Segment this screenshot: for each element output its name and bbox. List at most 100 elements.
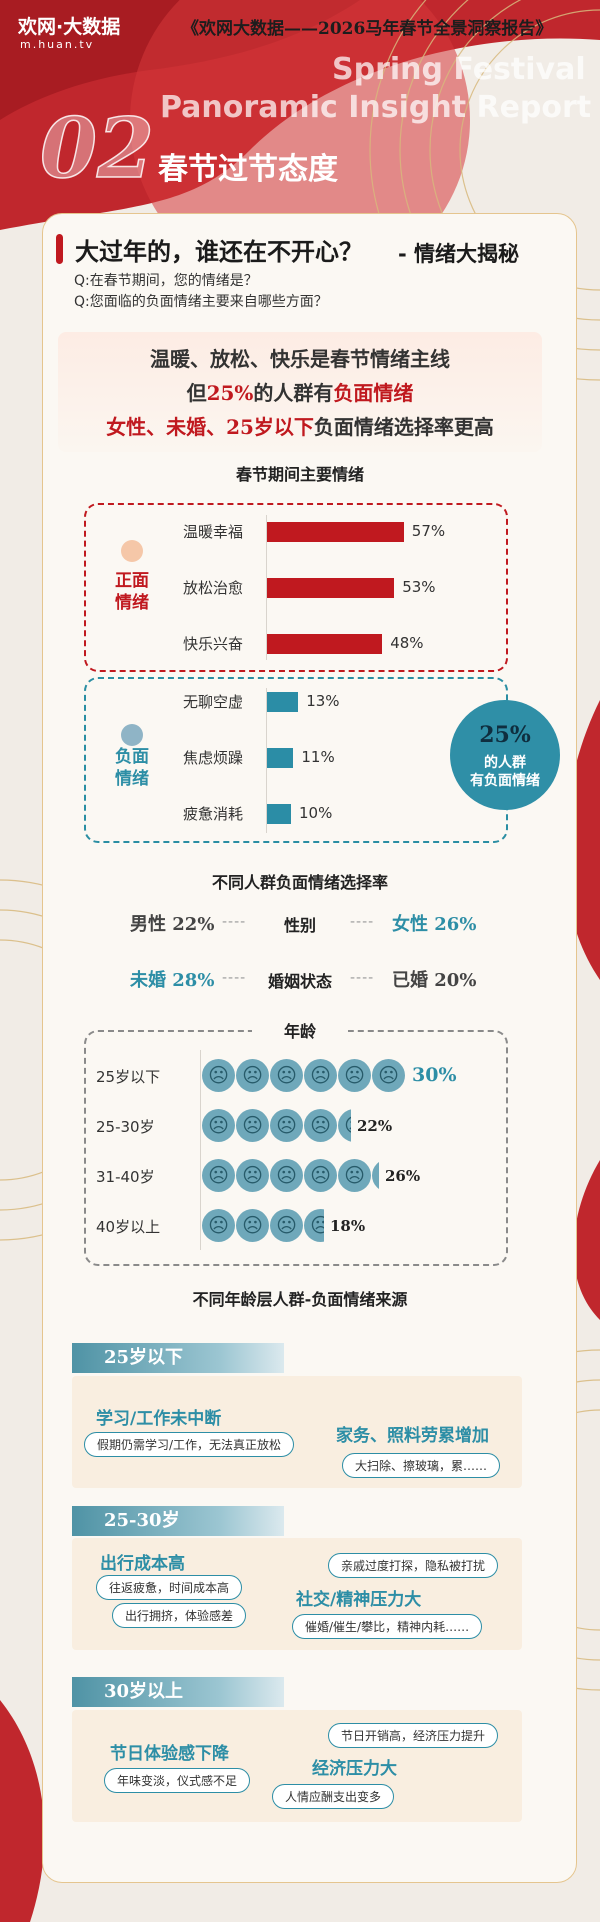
summary-line-2a: 但 xyxy=(186,381,207,405)
emotion-label: 快乐兴奋 xyxy=(183,635,244,653)
sad-face-icon: ☹ xyxy=(338,1059,371,1092)
emotion-bar xyxy=(267,634,383,654)
dash-left-gender: ---- xyxy=(222,914,247,930)
report-title: 《欢网大数据——2026马年春节全景洞察报告》 xyxy=(182,19,553,39)
sad-face-icon: ☹ xyxy=(338,1159,371,1192)
negative-share-bubble: 25% 的人群 有负面情绪 xyxy=(450,700,560,810)
source-25-30-heading-1: 出行成本高 xyxy=(100,1554,185,1574)
source-25-30-pill-3: 亲戚过度打探，隐私被打扰 xyxy=(328,1553,499,1578)
emotion-value: 53% xyxy=(402,578,436,596)
age-label: 年龄 xyxy=(252,1018,348,1042)
marital-label: 婚姻状态 xyxy=(267,972,332,991)
bubble-line-1: 的人群 xyxy=(484,755,526,771)
source-25-30-pill-1: 往返疲惫，时间成本高 xyxy=(96,1575,243,1600)
gender-label: 性别 xyxy=(283,916,316,935)
source-over30-pill-1: 年味变淡，仪式感不足 xyxy=(104,1768,251,1793)
negative-label-1: 负面 xyxy=(115,747,149,767)
ghost-title-line2: Panoramic Insight Report xyxy=(160,90,592,125)
sad-face-icon: ☹ xyxy=(202,1209,235,1242)
summary-line-2c: 的人群有 xyxy=(253,381,334,405)
sad-face-icon: ☹ xyxy=(270,1159,303,1192)
sad-face-icon: ☹ xyxy=(270,1059,303,1092)
sad-face-icon: ☹ xyxy=(236,1059,269,1092)
male-rate: 男性 22% xyxy=(130,914,215,935)
emotion-value: 48% xyxy=(390,634,424,652)
card-heading-suffix: - 情绪大揭秘 xyxy=(398,242,520,266)
sad-face-icon: ☹ xyxy=(372,1059,405,1092)
dash-right-gender: ---- xyxy=(350,914,375,930)
sad-face-icon: ☹ xyxy=(236,1159,269,1192)
dash-right-marital: ---- xyxy=(350,970,375,986)
sad-face-icon: ☹ xyxy=(304,1159,337,1192)
sad-face-icon: ☹ xyxy=(236,1109,269,1142)
dash-left-marital: ---- xyxy=(222,970,247,986)
age-row-value: 22% xyxy=(357,1117,393,1135)
source-under25-pill-2: 大扫除、擦玻璃，累…… xyxy=(342,1453,501,1478)
summary-line-3a: 女性、未婚、25岁以下 xyxy=(106,415,314,439)
age-row-value: 30% xyxy=(412,1064,457,1086)
summary-line-2d: 负面情绪 xyxy=(333,381,414,405)
source-over30-pill-3: 人情应酬支出变多 xyxy=(272,1784,395,1809)
emotion-bar xyxy=(267,692,299,712)
source-25-30-heading-2: 社交/精神压力大 xyxy=(296,1590,422,1610)
source-tag-under25: 25岁以下 xyxy=(72,1343,284,1373)
emotion-bar xyxy=(267,804,291,824)
brand-logo: 欢网·大数据 xyxy=(18,16,121,38)
source-under25-pill-1: 假期仍需学习/工作，无法真正放松 xyxy=(84,1432,295,1457)
section-number: 02 xyxy=(39,101,155,197)
emotion-bar xyxy=(267,522,404,542)
summary-line-3b: 负面情绪选择率更高 xyxy=(313,415,494,439)
positive-label-2: 情绪 xyxy=(115,593,149,613)
negative-axis-line xyxy=(266,688,267,833)
source-25-30-pill-4: 催婚/催生/攀比，精神内耗…… xyxy=(292,1614,483,1639)
ghost-title-line1: Spring Festival xyxy=(332,52,586,87)
negative-label-2: 情绪 xyxy=(115,769,149,789)
groups-title: 不同人群负面情绪选择率 xyxy=(211,873,388,892)
sad-face-icon: ☹ xyxy=(304,1109,337,1142)
sad-face-icon: ☹ xyxy=(236,1209,269,1242)
sad-face-icon: ☹ xyxy=(372,1159,379,1192)
source-25-30-pill-2: 出行拥挤，体验感差 xyxy=(112,1603,247,1628)
emotion-bar xyxy=(267,748,294,768)
source-tag-over30: 30岁以上 xyxy=(72,1677,284,1707)
emotion-label: 温暖幸福 xyxy=(183,523,244,541)
heading-accent-bar xyxy=(56,234,63,264)
summary-line-3: 女性、未婚、25岁以下负面情绪选择率更高 xyxy=(58,411,542,440)
emotion-label: 无聊空虚 xyxy=(183,693,244,711)
age-row-value: 26% xyxy=(385,1167,421,1185)
source-under25-heading-2: 家务、照料劳累增加 xyxy=(336,1426,489,1446)
age-row-label: 40岁以上 xyxy=(96,1218,161,1236)
bubble-line-2: 有负面情绪 xyxy=(470,773,540,789)
question-1: Q:在春节期间，您的情绪是？ xyxy=(74,273,258,289)
sad-face-icon: ☹ xyxy=(304,1209,324,1242)
female-rate: 女性 26% xyxy=(392,914,477,935)
emotion-label: 焦虑烦躁 xyxy=(183,749,244,767)
age-row-value: 18% xyxy=(330,1217,366,1235)
emotion-label: 疲惫消耗 xyxy=(183,805,244,823)
age-axis-line xyxy=(200,1050,201,1250)
emotion-value: 11% xyxy=(301,748,335,766)
question-2: Q:您面临的负面情绪主要来自哪些方面？ xyxy=(74,294,328,310)
sad-face-icon: ☹ xyxy=(338,1109,351,1142)
positive-axis-line xyxy=(266,515,267,660)
positive-label: 正面 情绪 xyxy=(110,570,154,614)
summary-line-2b: 25% xyxy=(206,381,254,405)
sad-face-icon xyxy=(121,724,143,746)
source-over30-pill-2: 节日开销高，经济压力提升 xyxy=(328,1723,499,1748)
sad-face-icon: ☹ xyxy=(202,1109,235,1142)
age-row-label: 31-40岁 xyxy=(96,1168,155,1186)
positive-label-1: 正面 xyxy=(115,571,149,591)
emotion-value: 10% xyxy=(299,804,333,822)
emotion-label: 放松治愈 xyxy=(183,579,244,597)
sad-face-icon: ☹ xyxy=(270,1209,303,1242)
age-row-label: 25岁以下 xyxy=(96,1068,161,1086)
smile-face-icon xyxy=(121,540,143,562)
sources-title: 不同年龄层人群-负面情绪来源 xyxy=(192,1290,408,1309)
emotion-value: 13% xyxy=(306,692,340,710)
summary-line-2: 但25%的人群有负面情绪 xyxy=(58,377,542,406)
source-over30-heading-1: 节日体验感下降 xyxy=(110,1744,229,1764)
bubble-value: 25% xyxy=(479,722,531,748)
age-row-label: 25-30岁 xyxy=(96,1118,155,1136)
married-rate: 已婚 20% xyxy=(392,970,477,991)
negative-label: 负面 情绪 xyxy=(110,746,154,790)
